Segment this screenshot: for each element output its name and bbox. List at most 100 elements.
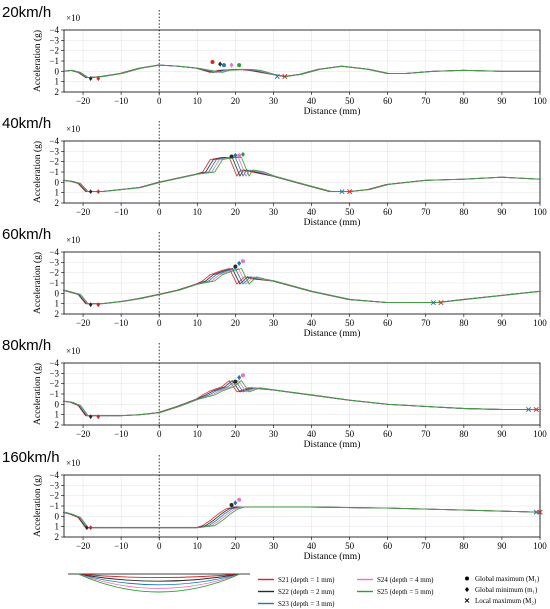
x-tick-label: 70 [421, 207, 431, 217]
x-tick-label: 40 [307, 96, 317, 106]
x-tick-label: 40 [307, 429, 317, 439]
x-tick-label: 20 [231, 541, 241, 551]
legend: S21 (depth = 1 mm) S22 (depth = 2 mm) S23 … [68, 573, 540, 608]
global-minimum-marker [237, 260, 242, 266]
y-axis-label: Acceleration (g) [32, 252, 43, 314]
global-maximum-marker [237, 497, 242, 502]
x-tick-label: 0 [157, 541, 162, 551]
x-tick-label: 80 [459, 318, 469, 328]
global-minimum-marker [96, 302, 101, 308]
global-minimum-marker [88, 189, 93, 195]
local-maximum-marker [533, 509, 539, 515]
y-tick-label: −4 [49, 470, 59, 480]
x-tick-label: −10 [114, 541, 129, 551]
schematic-depth-arc-2 [77, 573, 241, 582]
y-axis-label: Acceleration (g) [32, 30, 43, 92]
y-tick-label: −2 [49, 157, 59, 167]
x-tick-label: 30 [269, 318, 279, 328]
global-minimum-marker [229, 62, 234, 68]
global-maximum-marker [229, 154, 234, 159]
global-minimum-marker [96, 414, 101, 420]
x-tick-label: 30 [269, 541, 279, 551]
y-tick-label: −1 [49, 56, 59, 66]
panel-title: 80km/h [2, 337, 51, 354]
y-tick-label: −2 [49, 379, 59, 389]
x-tick-label: 60 [383, 541, 393, 551]
x-tick-label: 90 [497, 318, 507, 328]
local-maximum-marker [282, 73, 288, 80]
y-tick-label: −3 [49, 35, 59, 45]
legend-diamond-marker [465, 586, 469, 593]
x-tick-label: 60 [383, 429, 393, 439]
x-tick-label: 100 [533, 96, 547, 106]
y-tick-label: −3 [49, 257, 59, 267]
x-tick-label: 50 [345, 96, 355, 106]
x-tick-label: 60 [383, 96, 393, 106]
y-tick-label: −3 [49, 480, 59, 490]
y-tick-label: 2 [55, 198, 60, 208]
y-tick-label: 0 [55, 511, 60, 521]
series-line-5 [65, 157, 542, 193]
x-tick-label: −20 [76, 429, 91, 439]
local-maximum-marker [526, 406, 532, 413]
series-line-5 [65, 268, 542, 305]
y-axis-label: Acceleration (g) [32, 141, 43, 203]
x-tick-label: −20 [76, 96, 91, 106]
y-tick-label: −4 [49, 247, 59, 257]
series-line-5 [65, 380, 542, 417]
x-tick-label: −10 [114, 429, 129, 439]
x-tick-label: 60 [383, 207, 393, 217]
y-tick-label: 1 [55, 410, 60, 420]
x-tick-label: 80 [459, 96, 469, 106]
y-axis-label: Acceleration (g) [32, 363, 43, 425]
x-axis-label: Distance (mm) [304, 328, 361, 339]
local-maximum-marker [537, 509, 543, 515]
x-tick-label: 50 [345, 541, 355, 551]
y-tick-label: 0 [55, 66, 60, 76]
global-maximum-marker [233, 379, 238, 384]
panel-title: 60km/h [2, 226, 51, 243]
x-tick-label: 20 [231, 429, 241, 439]
schematic-depth-arc-4 [77, 573, 241, 589]
series-line-1 [62, 157, 539, 193]
exponent-label: ×10 [66, 346, 81, 356]
x-tick-label: 30 [269, 429, 279, 439]
legend-label-3: S23 (depth = 3 mm) [278, 600, 335, 608]
global-maximum-marker [210, 60, 215, 65]
global-maximum-marker [237, 63, 242, 68]
schematic-depth-arc-5 [77, 573, 241, 593]
x-tick-label: −10 [114, 207, 129, 217]
local-maximum-marker [533, 406, 539, 413]
x-tick-label: 90 [497, 541, 507, 551]
x-tick-label: 30 [269, 96, 279, 106]
y-tick-label: 1 [55, 188, 60, 198]
y-tick-label: −1 [49, 501, 59, 511]
x-tick-label: 70 [421, 318, 431, 328]
local-maximum-marker [438, 300, 444, 306]
local-maximum-marker [347, 189, 353, 195]
global-minimum-marker [237, 374, 242, 381]
x-tick-label: 40 [307, 207, 317, 217]
schematic-depth-arc-1 [77, 573, 241, 579]
local-maximum-marker [339, 189, 345, 195]
x-tick-label: 10 [193, 541, 203, 551]
x-tick-label: 80 [459, 429, 469, 439]
x-axis-label: Distance (mm) [304, 551, 361, 562]
x-tick-label: −10 [114, 318, 129, 328]
series-line-3 [63, 380, 540, 417]
panel-title: 40km/h [2, 115, 51, 132]
y-tick-label: 2 [55, 87, 60, 97]
x-tick-label: 60 [383, 318, 393, 328]
y-tick-label: 1 [55, 299, 60, 309]
global-minimum-marker [96, 189, 101, 195]
series-line-5 [65, 64, 542, 78]
y-tick-label: −4 [49, 25, 59, 35]
x-tick-label: 80 [459, 207, 469, 217]
x-tick-label: 10 [193, 96, 203, 106]
global-minimum-marker [240, 151, 245, 158]
global-maximum-marker [240, 373, 245, 378]
x-tick-label: 100 [533, 429, 547, 439]
